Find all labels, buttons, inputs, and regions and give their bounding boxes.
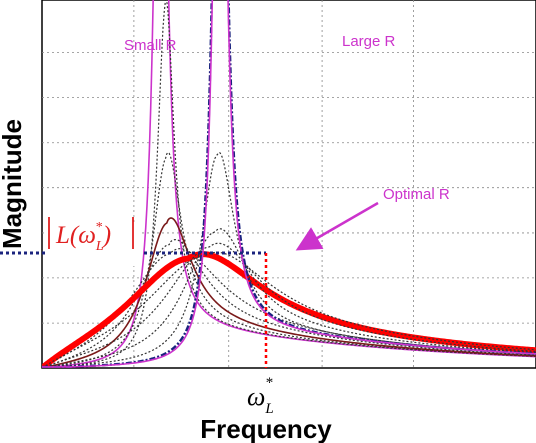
y-axis-title: Magnitude xyxy=(0,119,27,249)
svg-text:ωL*: ωL* xyxy=(247,375,274,417)
response-curve-8 xyxy=(42,242,536,368)
magnitude-level-label: L(ωL*) xyxy=(46,217,141,266)
response-curve-2 xyxy=(42,151,536,368)
response-curve-0 xyxy=(42,0,536,368)
large-r-label: Large R xyxy=(342,33,396,50)
svg-text:L(ωL*): L(ωL*) xyxy=(55,220,111,254)
response-curve-7 xyxy=(42,251,536,368)
response-curve-12 xyxy=(42,0,536,368)
response-curves xyxy=(42,0,536,368)
response-curve-11 xyxy=(42,0,536,368)
response-curve-3 xyxy=(42,217,536,368)
frequency-tick-label: ωL* xyxy=(247,375,274,417)
optimal-r-label: Optimal R xyxy=(383,186,450,203)
response-curve-9 xyxy=(42,228,536,368)
small-r-label: Small R xyxy=(124,37,177,54)
x-axis-title: Frequency xyxy=(200,414,332,443)
optimal-r-arrow xyxy=(295,201,379,251)
response-curve-4 xyxy=(42,239,536,368)
response-curve-6 xyxy=(42,251,536,368)
